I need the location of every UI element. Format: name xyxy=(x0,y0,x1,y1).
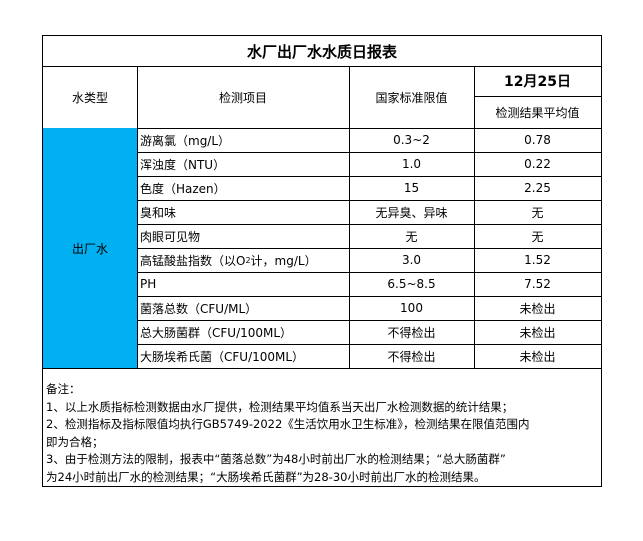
header-date: 12月25日 xyxy=(504,74,571,90)
note-line: 即为合格； xyxy=(46,434,104,449)
note-line: 为24小时前出厂水的检测结果；“大肠埃希氏菌群”为28-30小时前出厂水的检测结… xyxy=(46,469,486,484)
report-title: 水厂出厂水水质日报表 xyxy=(246,42,397,61)
water-quality-report-table: 水厂出厂水水质日报表 水类型 检测项目 国家标准限值 12月25日 检测结果平均… xyxy=(42,35,602,487)
row-item: 肉眼可见物 xyxy=(140,229,201,244)
row-standard: 无异臭、异味 xyxy=(375,205,448,220)
row-result: 2.25 xyxy=(524,181,551,195)
row-result: 未检出 xyxy=(519,301,556,316)
note-line: 2、检测指标及指标限值均执行GB5749-2022《生活饮用水卫生标准》，检测结… xyxy=(46,417,530,431)
row-standard: 15 xyxy=(403,181,420,195)
row-item: 浑浊度（NTU） xyxy=(140,157,226,172)
row-item: 高锰酸盐指数（以O 2 计，mg/L） xyxy=(137,248,349,272)
row-standard: 0.3~2 xyxy=(393,133,430,147)
row-standard: 不得检出 xyxy=(387,349,436,364)
row-result: 无 xyxy=(531,229,544,244)
row-item: 大肠埃希氏菌（CFU/100ML） xyxy=(140,349,305,364)
row-result: 0.22 xyxy=(524,157,551,171)
row-item-text: 高锰酸盐指数（以O xyxy=(140,253,246,268)
row-item: 菌落总数（CFU/ML） xyxy=(140,301,258,316)
row-standard: 1.0 xyxy=(401,157,422,171)
row-item: 臭和味 xyxy=(140,205,177,220)
note-line: 1、以上水质指标检测数据由水厂提供，检测结果平均值系当天出厂水检测数据的统计结果… xyxy=(46,399,514,414)
header-water-type: 水类型 xyxy=(71,90,108,105)
header-result: 检测结果平均值 xyxy=(495,105,580,120)
row-item: PH xyxy=(140,277,157,291)
row-item: 色度（Hazen） xyxy=(140,181,226,196)
row-item: 游离氯（mg/L） xyxy=(140,133,231,148)
row-result: 1.52 xyxy=(524,253,551,267)
row-standard: 不得检出 xyxy=(387,325,436,340)
row-result: 0.78 xyxy=(524,133,551,147)
row-result: 未检出 xyxy=(519,325,556,340)
row-standard: 3.0 xyxy=(401,253,422,267)
row-result: 未检出 xyxy=(519,349,556,364)
row-result: 无 xyxy=(531,205,544,220)
water-type-cell: 出厂水 xyxy=(43,128,137,368)
header-standard: 国家标准限值 xyxy=(375,90,448,105)
row-item-subscript: 2 xyxy=(245,255,251,265)
row-item-text: 计，mg/L） xyxy=(250,253,317,268)
note-line: 3、由于检测方法的限制，报表中“菌落总数”为48小时前出厂水的检测结果；“总大肠… xyxy=(46,452,506,466)
row-result: 7.52 xyxy=(524,277,551,291)
row-item: 总大肠菌群（CFU/100ML） xyxy=(140,325,293,340)
notes-heading: 备注： xyxy=(46,382,81,396)
row-standard: 无 xyxy=(405,229,418,244)
notes: 备注： 1、以上水质指标检测数据由水厂提供，检测结果平均值系当天出厂水检测数据的… xyxy=(46,381,596,486)
row-standard: 100 xyxy=(400,301,423,315)
row-standard: 6.5~8.5 xyxy=(387,277,436,291)
header-item: 检测项目 xyxy=(218,90,267,105)
